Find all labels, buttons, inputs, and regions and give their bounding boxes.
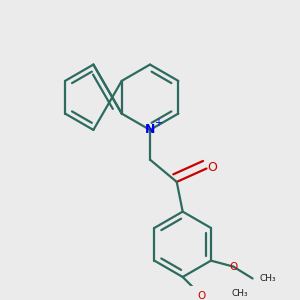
Text: +: +	[154, 118, 162, 128]
Text: CH₃: CH₃	[260, 274, 277, 283]
Text: O: O	[207, 160, 217, 174]
Text: CH₃: CH₃	[232, 289, 248, 298]
Text: N: N	[145, 123, 155, 136]
Text: O: O	[229, 262, 237, 272]
Text: O: O	[198, 291, 206, 300]
